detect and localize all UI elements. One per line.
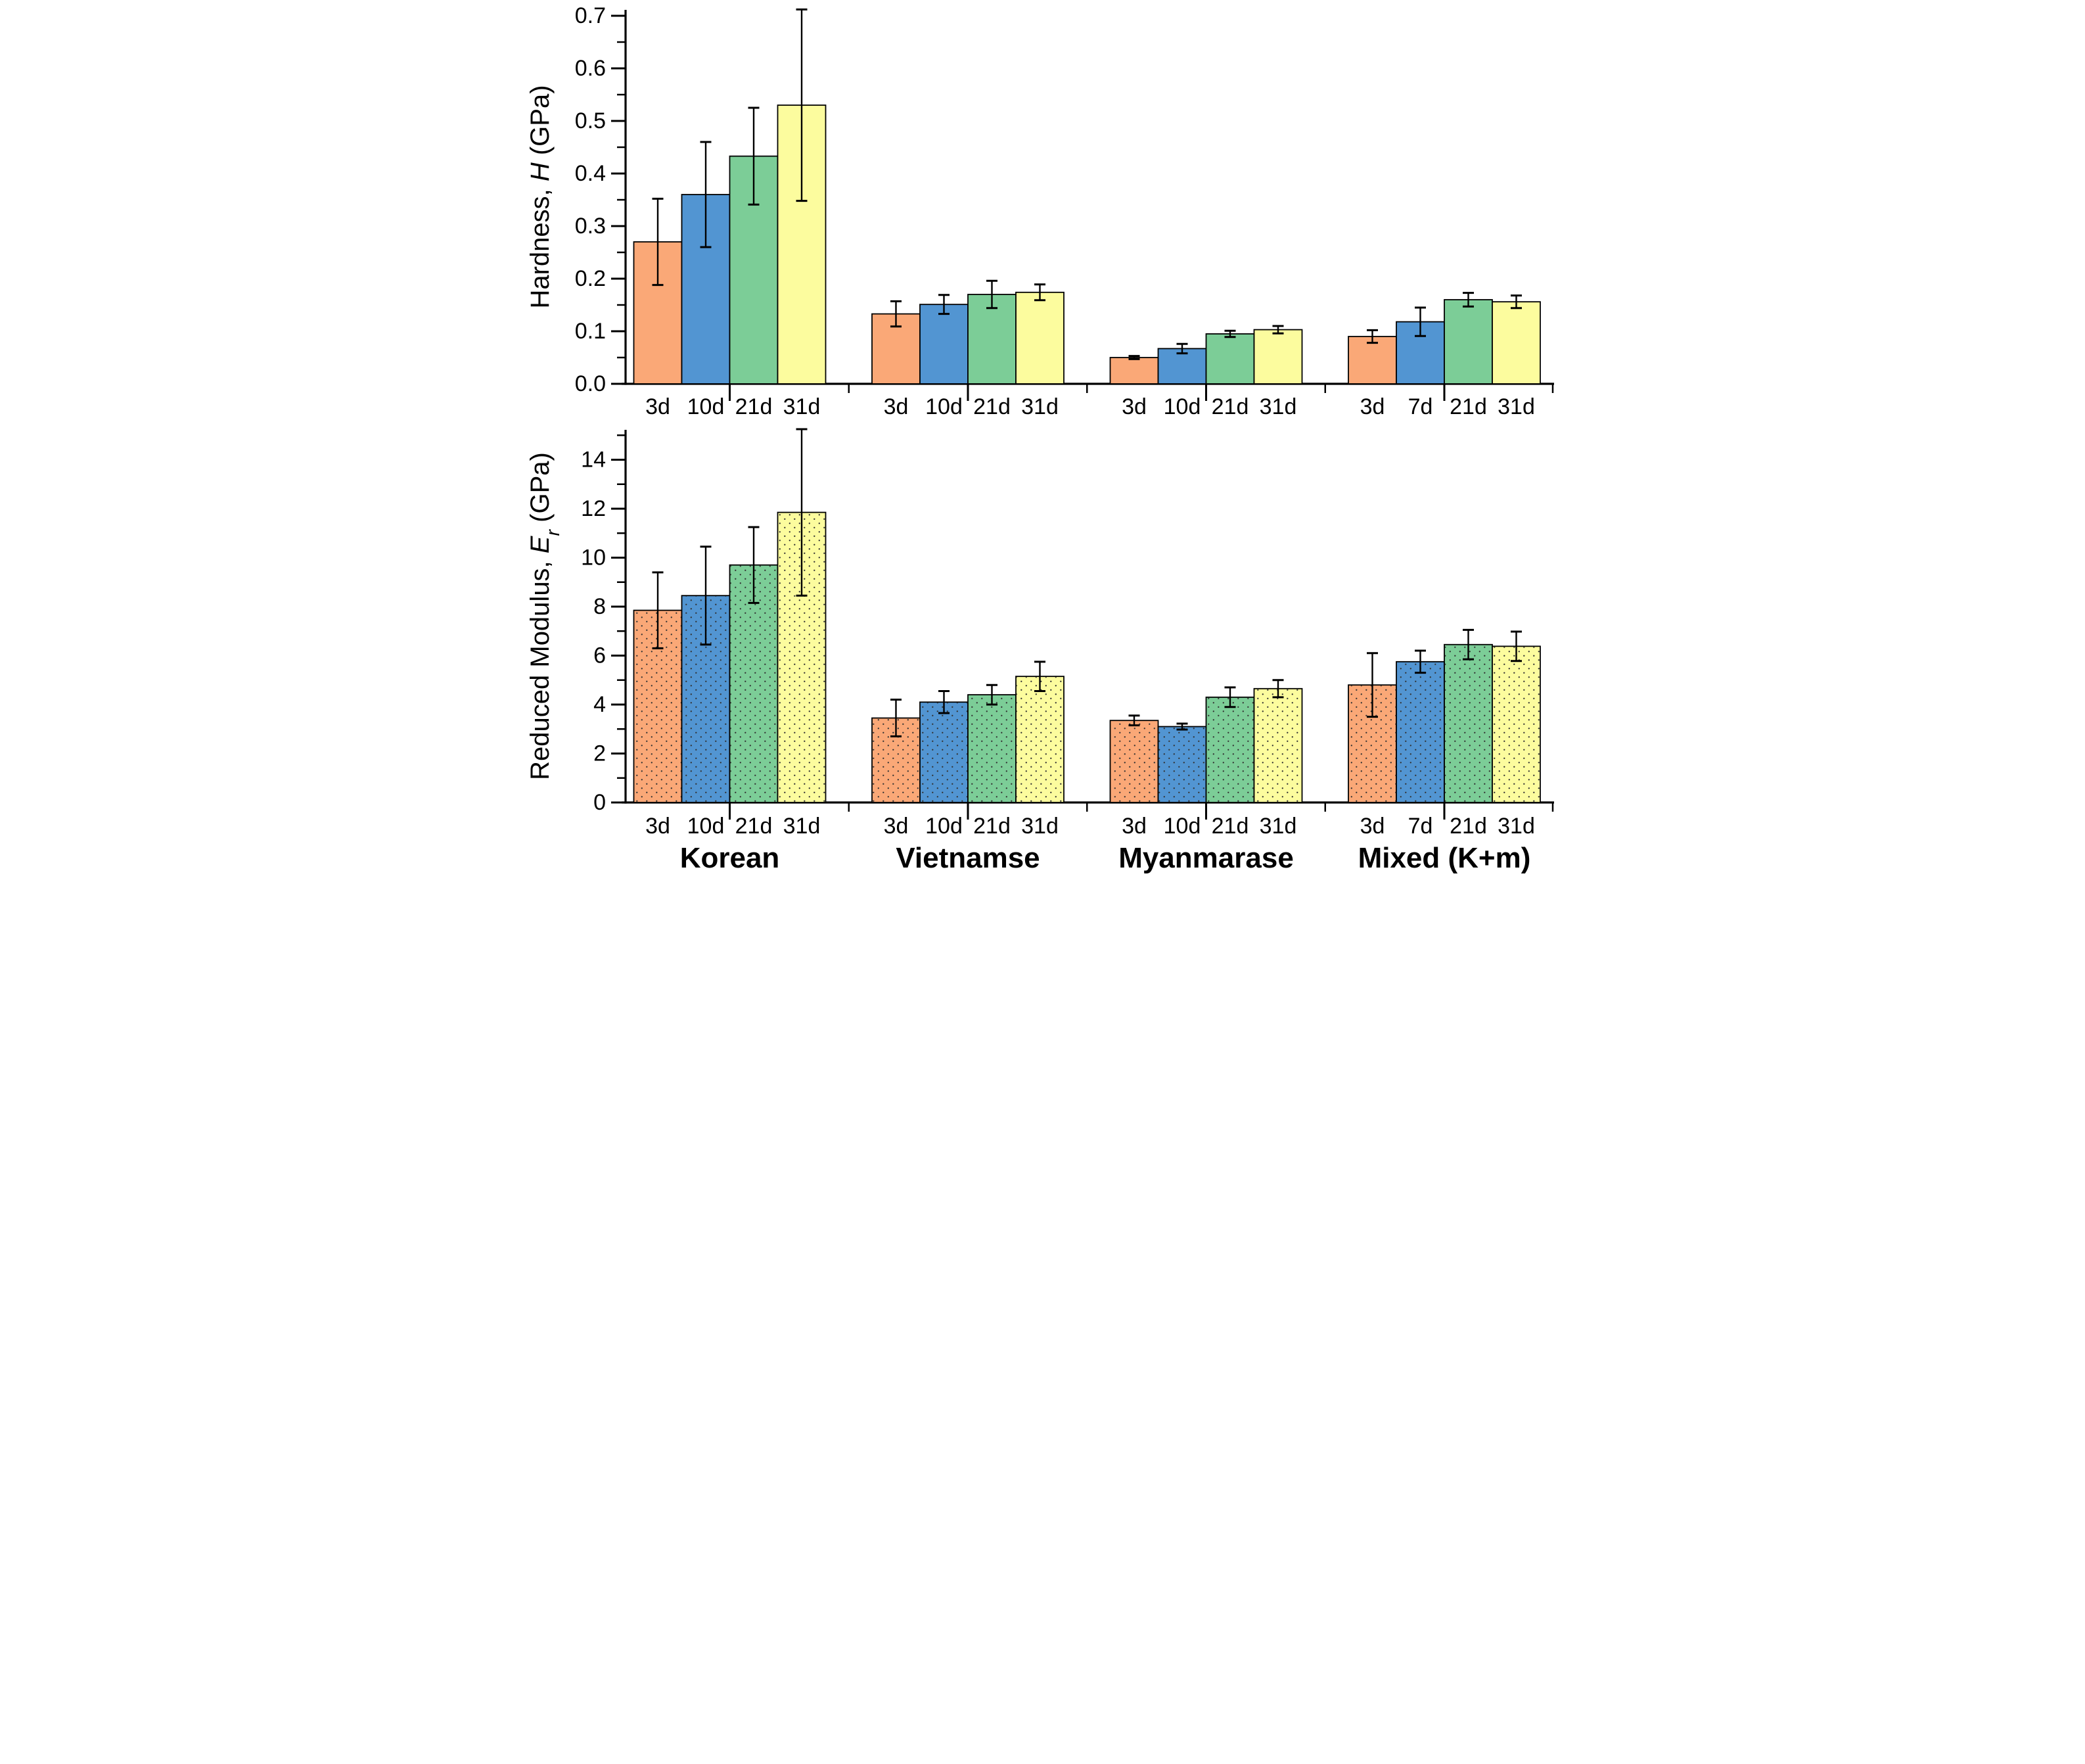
x-tick-label: 31d <box>1021 394 1059 419</box>
bar <box>1253 329 1303 384</box>
y-axis-title: Reduced Modulus, Er (GPa) <box>526 452 564 780</box>
x-tick-label: 31d <box>1498 814 1535 839</box>
y-tick-label: 2 <box>593 741 606 766</box>
bar-dot-texture <box>1111 721 1158 802</box>
x-tick-label: 31d <box>1260 814 1297 839</box>
y-tick-label: 0.7 <box>575 3 606 28</box>
x-tick-label: 31d <box>1260 394 1297 419</box>
x-tick-label: 10d <box>925 814 963 839</box>
y-tick-label: 0.2 <box>575 266 606 291</box>
y-tick-label: 12 <box>581 496 606 521</box>
y-tick-label: 0.5 <box>575 108 606 133</box>
y-tick-label: 10 <box>581 545 606 570</box>
x-tick-label: 3d <box>884 814 909 839</box>
bar <box>1492 301 1541 384</box>
x-tick-label: 21d <box>1450 814 1487 839</box>
bar-dot-texture <box>969 695 1015 802</box>
x-tick-label: 10d <box>1164 814 1201 839</box>
x-tick-label: 31d <box>1498 394 1535 419</box>
x-tick-label: 10d <box>687 814 725 839</box>
x-tick-label: 3d <box>884 394 909 419</box>
x-tick-label: 10d <box>687 394 725 419</box>
x-tick-label: 10d <box>1164 394 1201 419</box>
bar-dot-texture <box>1254 689 1302 802</box>
y-tick-label: 0.1 <box>575 319 606 344</box>
y-tick-label: 8 <box>593 594 606 619</box>
hardness-chart-panel: 0.0 0.1 0.2 0.3 0.4 0.5 0.6 0.7 3d 10d 21d 31d 3d 10d… <box>526 3 1554 419</box>
x-tick-label: 21d <box>1212 394 1249 419</box>
bar-charts-svg: 0.0 0.1 0.2 0.3 0.4 0.5 0.6 0.7 3d 10d 21d 31d 3d 10d… <box>521 0 1564 882</box>
bar <box>919 304 969 384</box>
bar-dot-texture <box>1493 647 1540 802</box>
x-tick-label: 21d <box>973 814 1011 839</box>
x-tick-label: 3d <box>1122 394 1147 419</box>
bar <box>1444 299 1493 384</box>
group-label: Vietnamse <box>896 842 1040 874</box>
x-tick-label: 21d <box>735 394 773 419</box>
bar-dot-texture <box>1158 727 1206 802</box>
bar <box>967 294 1017 384</box>
nanoindentation-figure: 0.0 0.1 0.2 0.3 0.4 0.5 0.6 0.7 3d 10d 21d 31d 3d 10d… <box>521 0 1564 882</box>
x-tick-label: 21d <box>973 394 1011 419</box>
bar-dot-texture <box>730 565 777 802</box>
y-tick-label: 4 <box>593 692 606 717</box>
x-tick-label: 10d <box>925 394 963 419</box>
group-label: Korean <box>680 842 780 874</box>
bar-dot-texture <box>1397 662 1444 802</box>
y-tick-label: 0 <box>593 790 606 815</box>
y-tick-label: 0.0 <box>575 371 606 396</box>
x-tick-label: 31d <box>783 394 821 419</box>
y-tick-label: 0.6 <box>575 56 606 81</box>
x-tick-label: 7d <box>1408 394 1433 419</box>
x-tick-label: 21d <box>1212 814 1249 839</box>
y-tick-label: 14 <box>581 448 606 473</box>
x-tick-label: 3d <box>1360 394 1385 419</box>
group-label: Mixed (K+m) <box>1358 842 1531 874</box>
y-tick-label: 6 <box>593 643 606 668</box>
y-tick-label: 0.4 <box>575 161 606 186</box>
bar <box>1015 291 1065 384</box>
bar <box>1157 348 1207 384</box>
bar-dot-texture <box>1206 697 1254 802</box>
group-label: Myanmarase <box>1118 842 1294 874</box>
y-tick-label: 0.3 <box>575 214 606 239</box>
x-tick-label: 3d <box>645 814 670 839</box>
x-tick-label: 21d <box>1450 394 1487 419</box>
x-tick-label: 7d <box>1408 814 1433 839</box>
bar <box>1205 333 1255 384</box>
x-tick-label: 31d <box>1021 814 1059 839</box>
bar <box>1109 357 1159 384</box>
x-tick-label: 3d <box>1360 814 1385 839</box>
bar-dot-texture <box>1445 645 1492 802</box>
x-tick-label: 3d <box>645 394 670 419</box>
x-tick-label: 21d <box>735 814 773 839</box>
y-axis-title: Hardness, H (GPa) <box>526 85 555 308</box>
x-tick-label: 3d <box>1122 814 1147 839</box>
bar-dot-texture <box>1017 677 1063 802</box>
bar-dot-texture <box>921 703 967 802</box>
x-tick-label: 31d <box>783 814 821 839</box>
